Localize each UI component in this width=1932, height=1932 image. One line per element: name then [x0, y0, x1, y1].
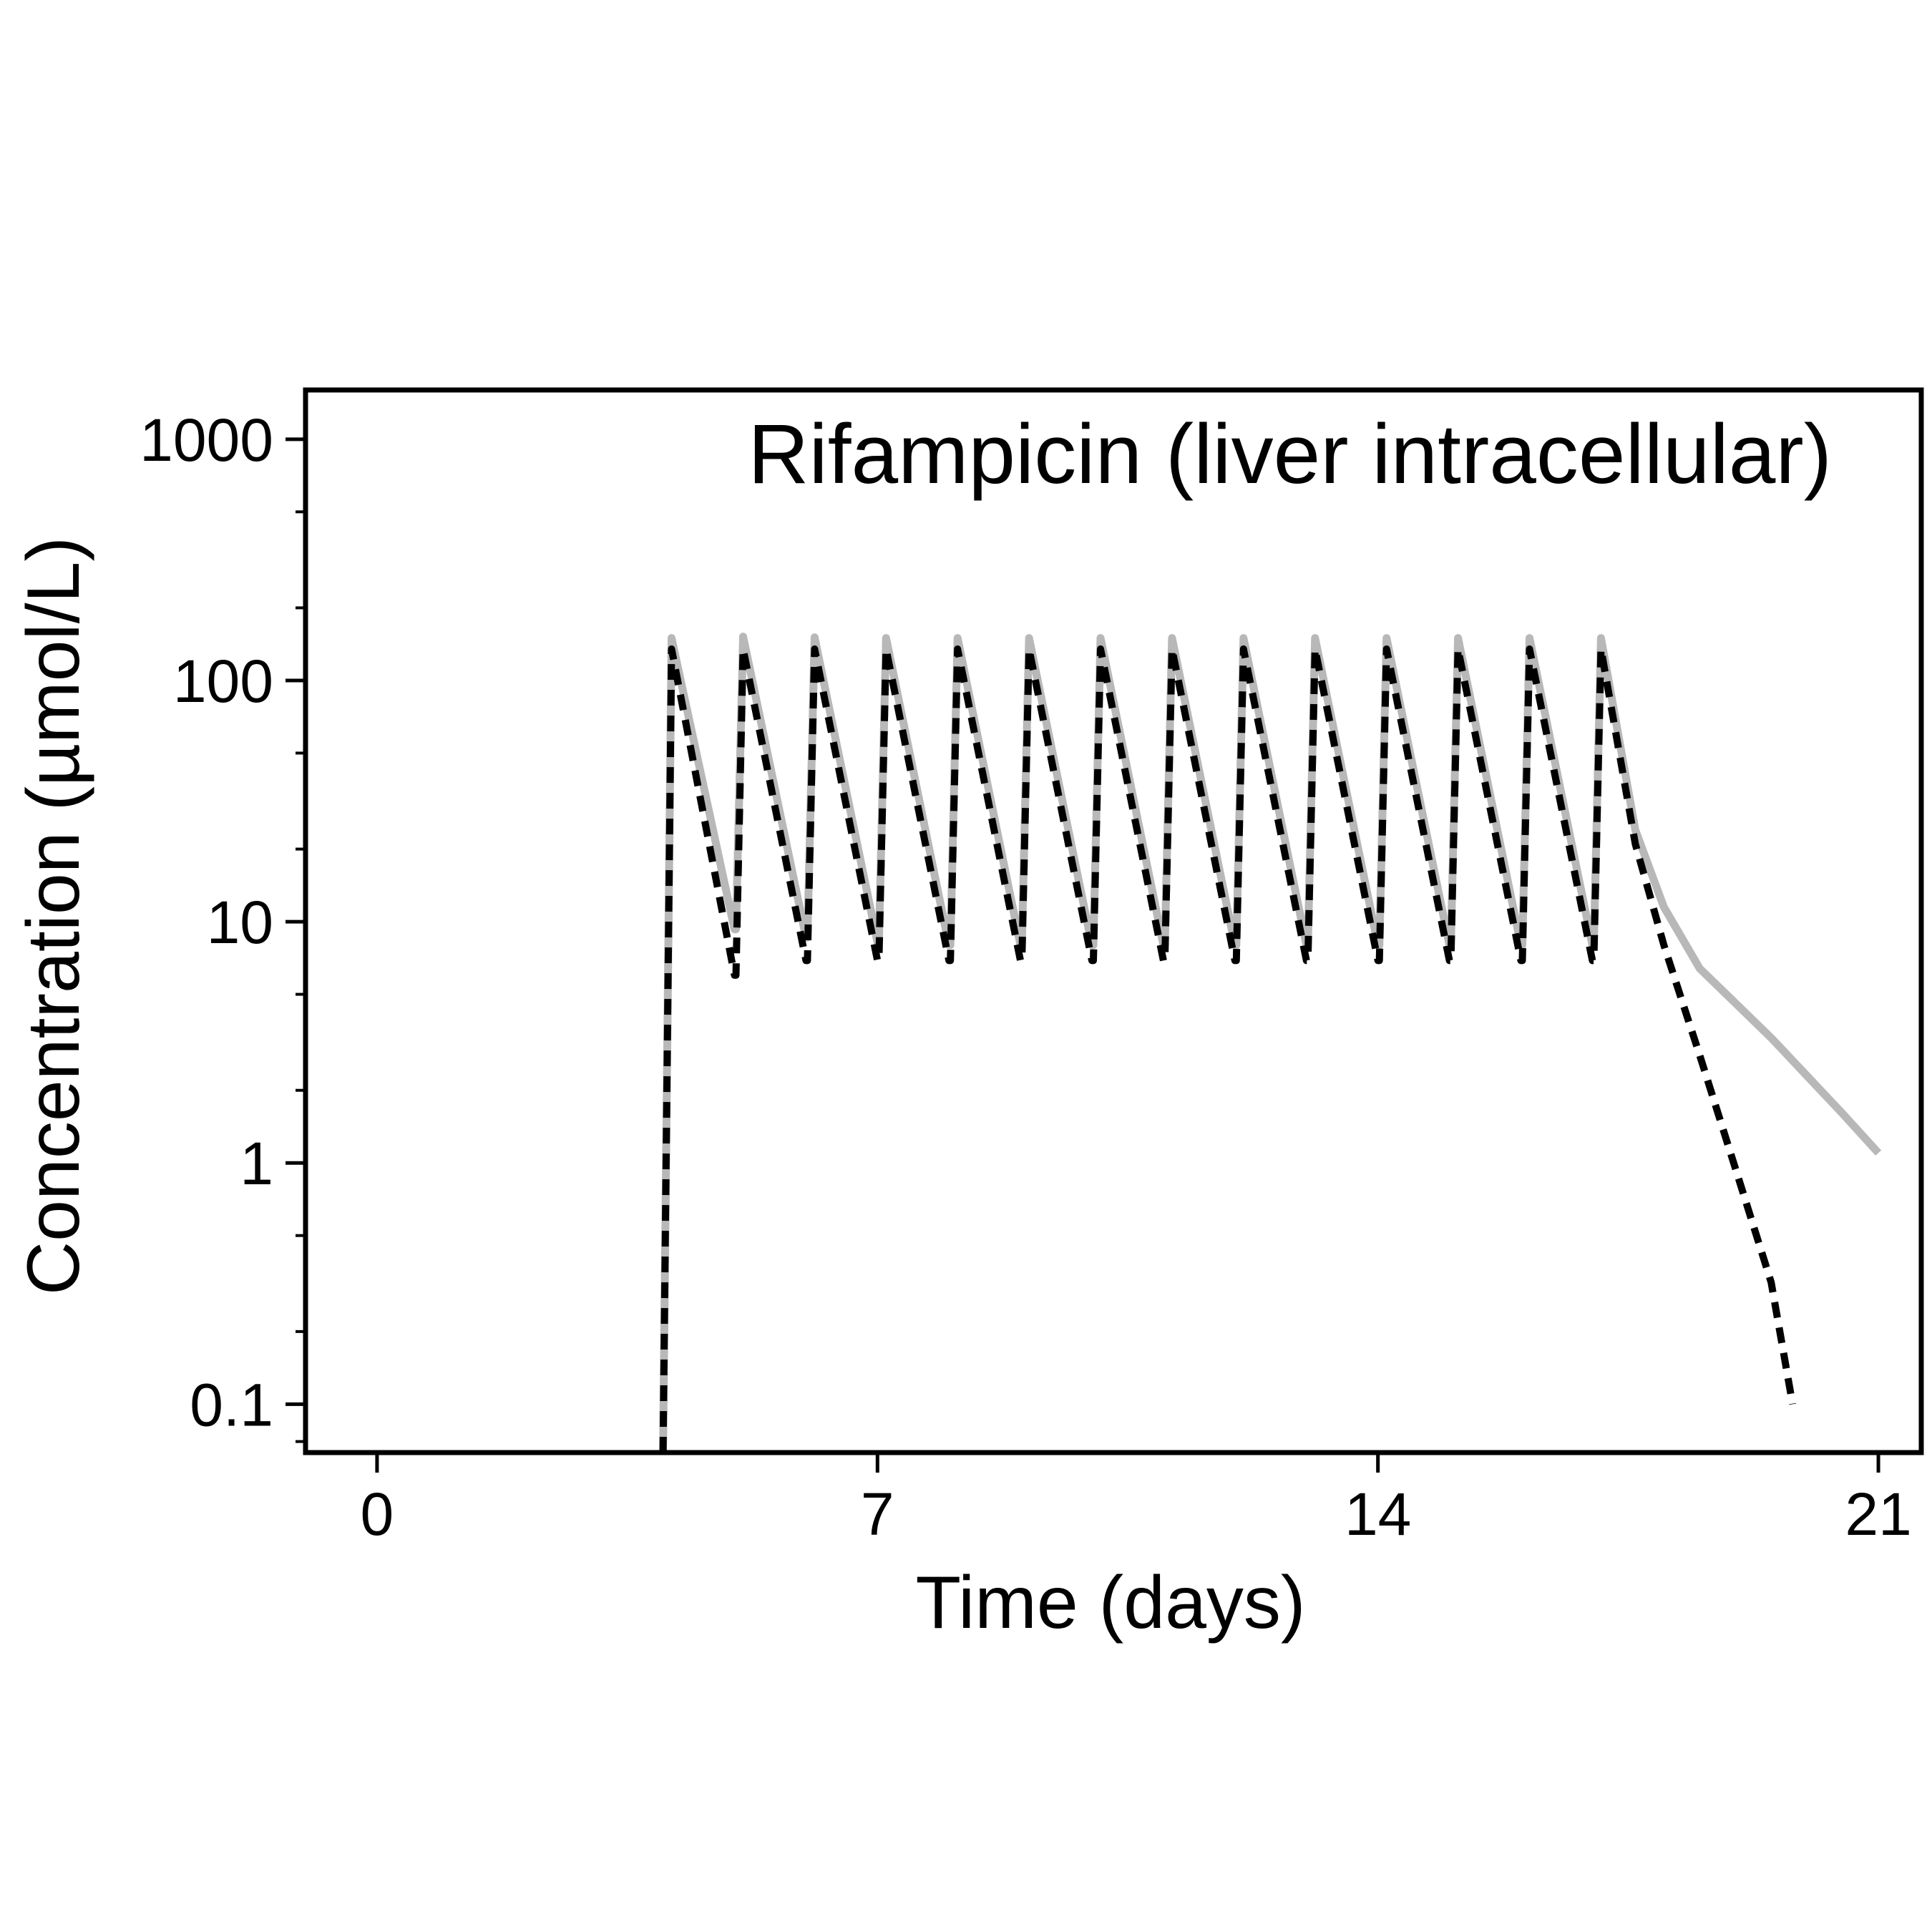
x-tick-label: 14 — [1345, 1480, 1411, 1548]
dotted-series-line — [659, 645, 1797, 1453]
x-tick-label: 0 — [361, 1480, 394, 1548]
chart-title: Rifampicin (liver intracellular) — [748, 407, 1832, 502]
y-tick-label: 10 — [207, 889, 273, 956]
x-tick-label: 21 — [1845, 1480, 1911, 1548]
y-tick-label: 1000 — [140, 406, 273, 474]
series-layer — [659, 633, 1882, 1453]
x-axis-label: Time (days) — [915, 1561, 1305, 1644]
y-tick-label: 100 — [173, 648, 273, 715]
x-axis-ticks: 0 7 14 21 — [361, 1453, 1912, 1548]
y-tick-label: 1 — [240, 1130, 273, 1197]
y-axis-ticks: 0.1 1 10 100 1000 — [140, 406, 306, 1443]
y-axis-label: Concentration (µmol/L) — [12, 537, 95, 1295]
x-tick-label: 7 — [861, 1480, 894, 1548]
y-tick-label: 0.1 — [190, 1371, 273, 1438]
